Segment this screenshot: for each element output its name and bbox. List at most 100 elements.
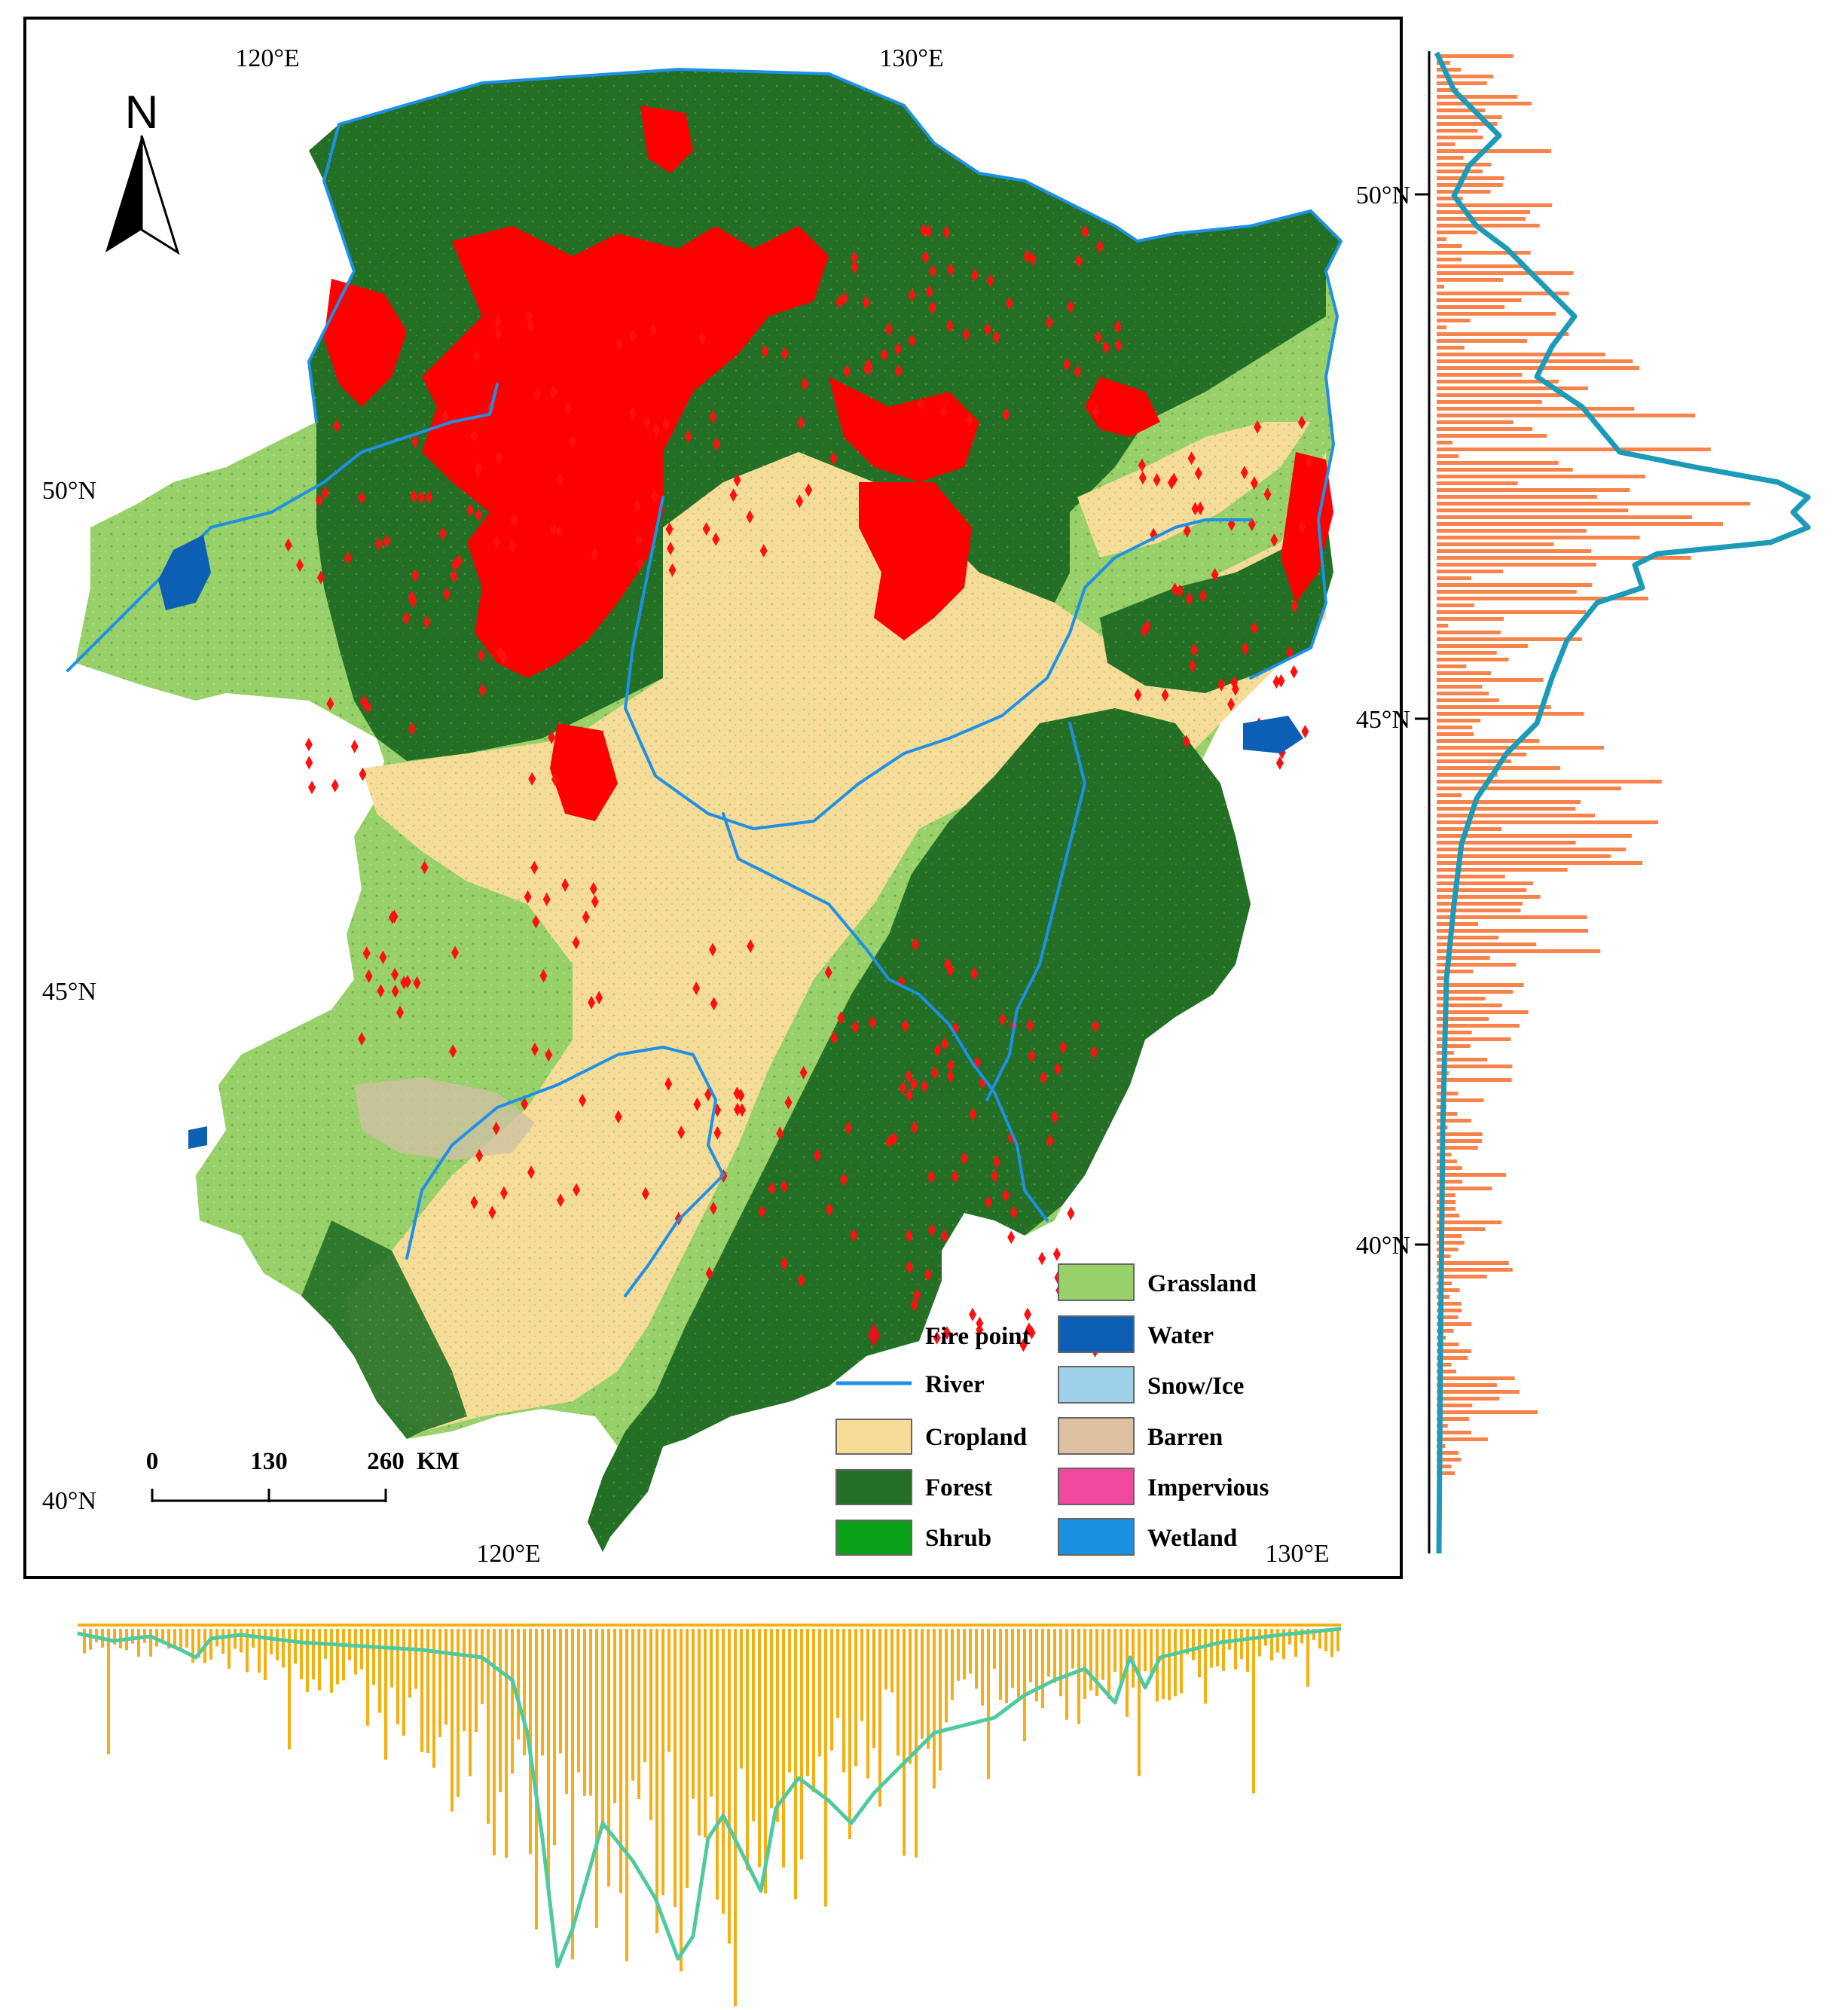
right-bar xyxy=(1437,224,1540,228)
fire-point xyxy=(862,295,870,310)
fire-point xyxy=(946,1069,955,1083)
right-bar xyxy=(1437,312,1556,316)
fire-point xyxy=(509,539,517,554)
fire-point xyxy=(1191,502,1199,516)
right-bar xyxy=(1437,1058,1488,1062)
bottom-bar xyxy=(131,1629,134,1644)
right-bar xyxy=(1437,346,1465,350)
right-bar xyxy=(1437,1370,1456,1373)
fire-point xyxy=(962,327,970,341)
bottom-bar xyxy=(854,1629,857,1767)
bottom-bar xyxy=(674,1629,677,1908)
right-bar xyxy=(1437,909,1521,912)
fire-point xyxy=(1134,688,1142,702)
fire-point xyxy=(315,493,323,508)
fire-point xyxy=(1038,1251,1046,1266)
fire-point xyxy=(542,892,551,906)
fire-point xyxy=(628,406,637,420)
fire-point xyxy=(411,569,420,582)
bottom-bar xyxy=(1276,1629,1279,1653)
bottom-bar xyxy=(185,1629,188,1648)
right-bar xyxy=(1437,1010,1529,1014)
bottom-bar xyxy=(499,1629,502,1792)
fire-point xyxy=(908,288,916,302)
fire-point xyxy=(1291,599,1299,613)
bottom-bar xyxy=(981,1629,984,1706)
right-lat-label-45: 45°N xyxy=(1356,706,1410,734)
bottom-bar xyxy=(655,1629,658,1934)
right-bar xyxy=(1437,142,1455,146)
right-bar xyxy=(1437,332,1569,336)
fire-point xyxy=(869,1016,877,1030)
fire-point xyxy=(942,225,950,240)
bottom-bar xyxy=(963,1629,966,1680)
fire-point xyxy=(582,910,590,924)
fire-point xyxy=(1028,252,1037,266)
legend-swatch-impervious xyxy=(1058,1468,1135,1505)
scale-tick-260: 260 xyxy=(367,1448,405,1475)
bottom-bar xyxy=(360,1629,363,1669)
fire-point xyxy=(928,1223,936,1237)
right-bar xyxy=(1437,203,1553,207)
fire-point xyxy=(531,1042,539,1056)
fire-point xyxy=(408,590,416,604)
bottom-bar xyxy=(300,1629,303,1680)
bottom-bar xyxy=(589,1629,592,1796)
right-bar xyxy=(1437,1376,1515,1380)
right-bar xyxy=(1437,637,1582,641)
fire-point xyxy=(548,730,556,744)
right-bar xyxy=(1437,1471,1455,1475)
right-bar xyxy=(1437,1078,1512,1082)
fire-point xyxy=(379,950,387,964)
right-bar xyxy=(1437,780,1662,784)
region-barren xyxy=(354,1077,535,1160)
fire-point xyxy=(992,330,1000,344)
right-bar xyxy=(1437,1037,1511,1041)
bottom-bar xyxy=(999,1629,1002,1700)
fire-point xyxy=(692,981,701,995)
lakes xyxy=(158,535,1303,1149)
right-bar xyxy=(1437,278,1504,282)
right-bar xyxy=(1437,631,1501,634)
right-bar xyxy=(1437,468,1573,472)
north-arrow-label: N xyxy=(125,87,159,139)
bottom-bar xyxy=(770,1629,773,1809)
north-arrow-dark-half xyxy=(105,136,142,252)
bottom-bar xyxy=(1005,1629,1008,1703)
right-bar xyxy=(1437,149,1551,153)
fire-point xyxy=(899,1081,907,1095)
fire-point xyxy=(698,331,706,346)
right-bar xyxy=(1437,1302,1462,1306)
legend-swatch-cropland xyxy=(835,1419,912,1455)
bottom-bar xyxy=(252,1629,255,1648)
fire-cluster-north-tip xyxy=(640,105,693,173)
fire-point xyxy=(1059,1040,1068,1055)
fire-point xyxy=(710,997,718,1011)
right-bar xyxy=(1437,190,1491,194)
bottom-bar xyxy=(903,1629,906,1856)
right-bar xyxy=(1437,793,1462,797)
bottom-bar xyxy=(607,1629,610,1886)
right-bar xyxy=(1437,1065,1513,1068)
right-bar xyxy=(1437,264,1524,268)
bottom-bar xyxy=(541,1629,544,1756)
lake-small-sw xyxy=(188,1126,207,1149)
fire-point xyxy=(713,1126,722,1140)
right-bar xyxy=(1437,997,1486,1000)
fire-point xyxy=(466,503,475,518)
right-bar xyxy=(1437,102,1532,105)
bottom-bar xyxy=(1234,1629,1237,1669)
bottom-bar xyxy=(481,1629,484,1705)
fire-point xyxy=(1199,588,1207,603)
fire-point xyxy=(1240,466,1248,480)
bottom-bar xyxy=(426,1629,429,1753)
fire-point xyxy=(664,1077,673,1091)
fire-point xyxy=(1190,643,1199,657)
right-bar xyxy=(1437,963,1517,967)
right-bar xyxy=(1437,1234,1462,1238)
fire-cluster-east-belt xyxy=(829,377,979,482)
right-bar xyxy=(1437,176,1504,180)
right-bar xyxy=(1437,237,1447,241)
fire-point xyxy=(1075,254,1083,268)
right-bar xyxy=(1437,1098,1484,1102)
